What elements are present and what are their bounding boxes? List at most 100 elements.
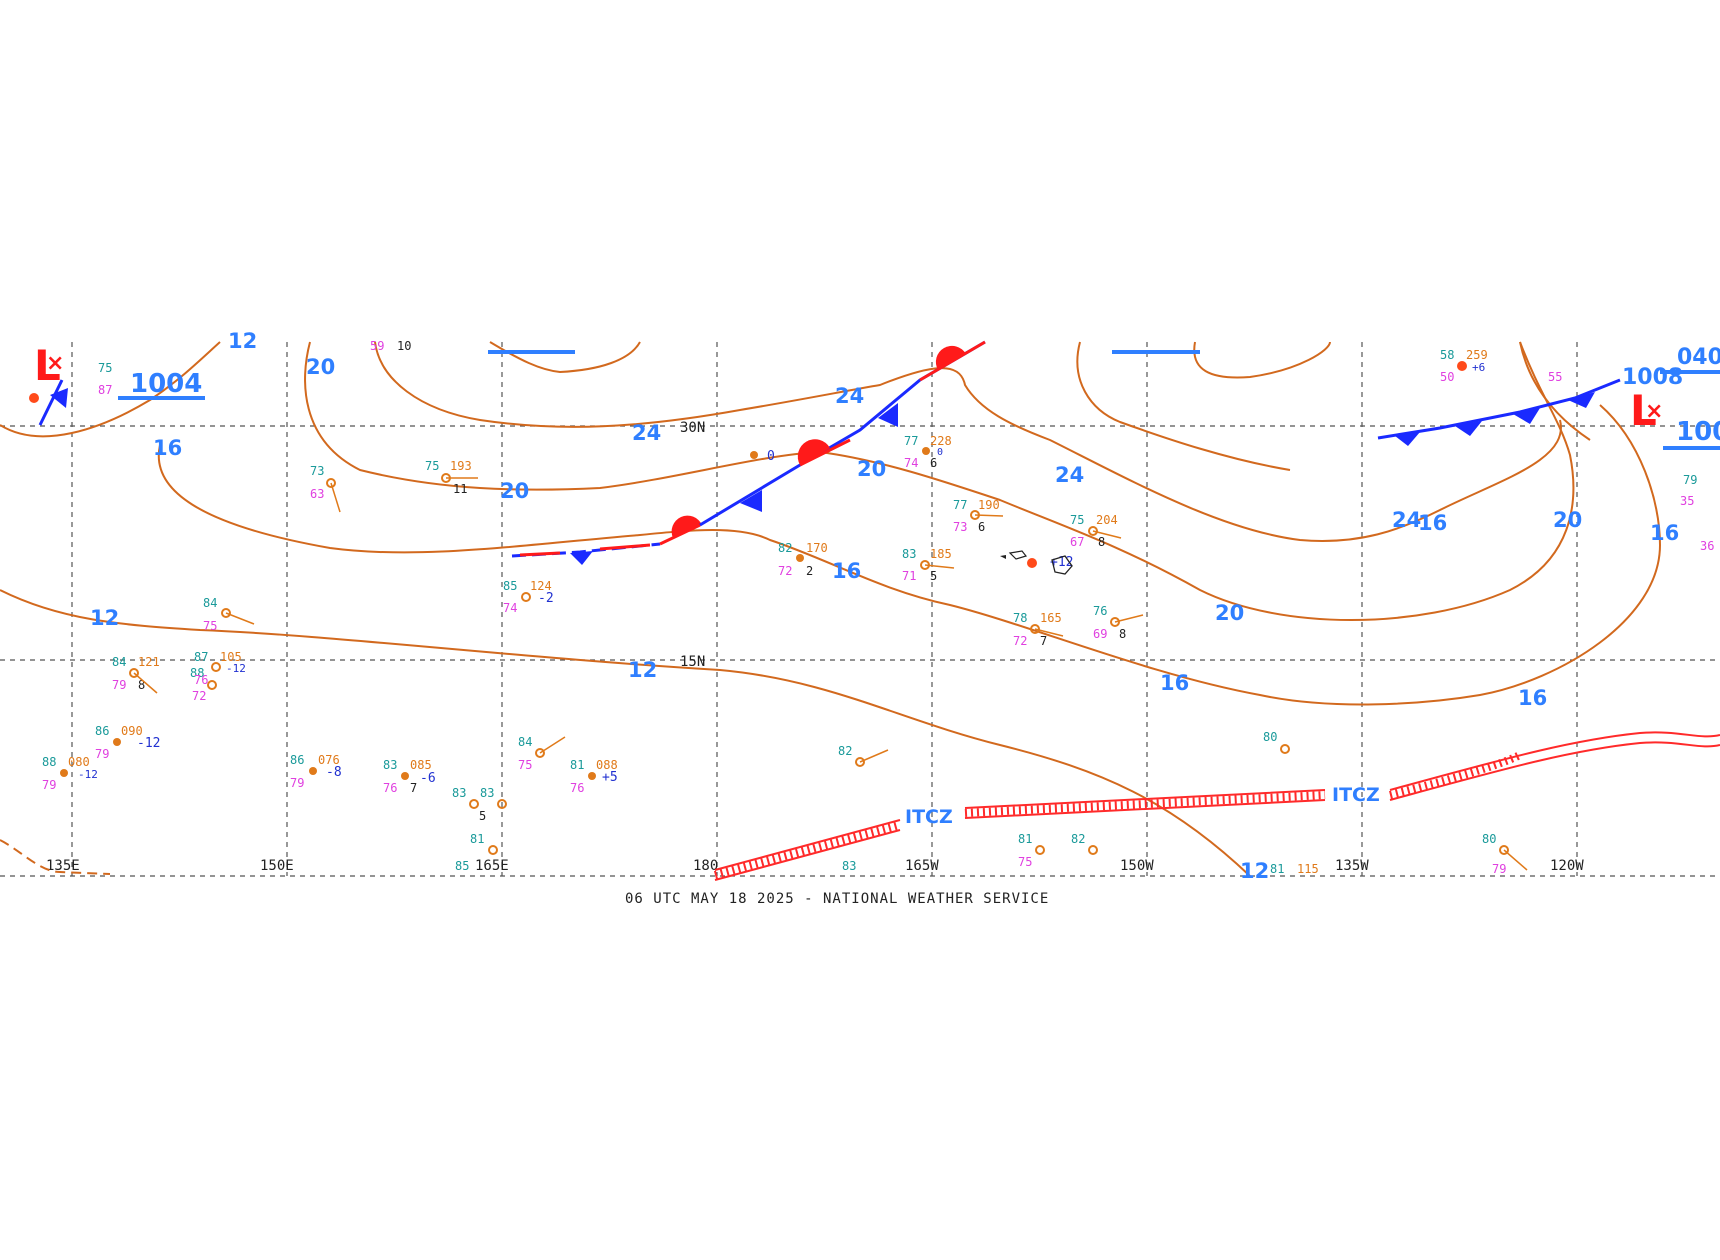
station-observations: 59 10 75 193 11 73 63 77 228 74 6 77 190… <box>29 339 1714 876</box>
obs-pressure: 080 <box>68 755 90 769</box>
wind-barb <box>1092 530 1122 539</box>
obs-dewpoint: 74 <box>904 456 918 470</box>
obs-dewpoint: 59 <box>370 339 384 353</box>
obs-value: 8 <box>1119 627 1126 641</box>
warm-front-bump <box>935 345 966 370</box>
isobar-28-west-high <box>489 341 641 374</box>
obs-temp: 85 <box>503 579 517 593</box>
station-circle <box>113 738 121 746</box>
itcz-band <box>714 819 901 881</box>
wind-barb <box>539 736 566 754</box>
isobars <box>0 341 1662 877</box>
obs-temp: 83 <box>452 786 466 800</box>
isobar-label: 24 <box>632 421 661 445</box>
station-circle <box>1110 617 1120 627</box>
obs-temp: 83 <box>480 786 494 800</box>
isobar-label: 24 <box>1055 463 1084 487</box>
station-circle <box>469 799 479 809</box>
isobar-24-west <box>374 341 1562 542</box>
isobar-label: 16 <box>832 559 861 583</box>
isobar-label: 20 <box>1215 601 1244 625</box>
obs-temp: 83 <box>842 859 856 873</box>
island-outline <box>1000 555 1006 559</box>
obs-temp: 75 <box>1070 513 1084 527</box>
obs-dewpoint: 72 <box>1013 634 1027 648</box>
obs-temp: 86 <box>290 753 304 767</box>
low-x-mark: × <box>1645 399 1663 424</box>
station-circle <box>922 447 930 455</box>
obs-temp: 84 <box>518 735 532 749</box>
cold-front-barb <box>1513 408 1540 424</box>
obs-temp: 58 <box>1440 348 1454 362</box>
wind-barb <box>1503 849 1528 871</box>
longitude-labels: 135E 150E 165E 180 165W 150W 135W 120W <box>46 858 1584 874</box>
obs-dewpoint: 36 <box>1700 539 1714 553</box>
isobar-labels: 12 20 16 24 24 20 20 16 24 24 20 16 16 1… <box>90 329 1679 883</box>
obs-value: 2 <box>806 564 813 578</box>
itcz-band <box>964 791 1326 817</box>
obs-temp: 87 <box>194 650 208 664</box>
wind-barb <box>924 564 955 569</box>
itcz-bands: ITCZ ITCZ <box>713 731 1720 881</box>
isobar-label: 16 <box>153 436 182 460</box>
itcz-label: ITCZ <box>1332 784 1380 806</box>
station-circle <box>1280 744 1290 754</box>
hawaii-islands <box>1000 550 1073 575</box>
warm-front-bump <box>797 439 830 465</box>
central-pressure: 1008 <box>1622 365 1683 390</box>
cold-front-barb <box>1395 432 1420 446</box>
wind-barb <box>133 672 158 694</box>
itcz-band <box>1389 731 1720 801</box>
station-circle <box>588 772 596 780</box>
obs-dewpoint: 72 <box>778 564 792 578</box>
obs-pressure: 190 <box>978 498 1000 512</box>
isobar-label: 12 <box>90 606 119 630</box>
station-circle <box>750 451 758 459</box>
obs-temp: 81 <box>570 758 584 772</box>
obs-dewpoint: 76 <box>194 673 208 687</box>
obs-pressure: 185 <box>930 547 952 561</box>
cold-front-barb <box>1455 421 1482 436</box>
obs-dewpoint: 79 <box>112 678 126 692</box>
obs-value: 6 <box>930 456 937 470</box>
lon-label: 135E <box>46 858 80 874</box>
station-circle <box>488 845 498 855</box>
obs-pressure: 259 <box>1466 348 1488 362</box>
obs-tendency: -12 <box>226 662 246 675</box>
obs-dewpoint: 69 <box>1093 627 1107 641</box>
cold-front-barb <box>878 403 898 427</box>
obs-dewpoint: 75 <box>1018 855 1032 869</box>
obs-temp: 88 <box>190 666 204 680</box>
isobar-12-south <box>0 589 1251 877</box>
station-circle <box>497 799 507 809</box>
obs-temp: 78 <box>1013 611 1027 625</box>
obs-temp: 75 <box>98 361 112 375</box>
isobar-label: 12 <box>628 658 657 682</box>
obs-pressure: 088 <box>596 758 618 772</box>
obs-temp: 73 <box>310 464 324 478</box>
wind-barb <box>859 749 889 763</box>
station-circle <box>129 668 139 678</box>
obs-pressure: 124 <box>530 579 552 593</box>
wind-barb <box>1034 628 1064 637</box>
obs-temp: 81 <box>1018 832 1032 846</box>
station-circle <box>207 680 217 690</box>
obs-pressure: 204 <box>1096 513 1118 527</box>
central-pressure: 040 <box>1677 345 1720 370</box>
obs-dewpoint: 87 <box>98 383 112 397</box>
obs-pressure: 170 <box>806 541 828 555</box>
obs-value: 5 <box>930 569 937 583</box>
obs-pressure: 115 <box>1297 862 1319 876</box>
obs-temp: 77 <box>953 498 967 512</box>
obs-dewpoint: 55 <box>1548 370 1562 384</box>
station-circle <box>1035 845 1045 855</box>
obs-dewpoint: 75 <box>518 758 532 772</box>
obs-tendency: -12 <box>78 768 98 781</box>
obs-temp: 82 <box>838 744 852 758</box>
isobar-16-west <box>157 404 1662 706</box>
obs-temp: 81 <box>1270 862 1284 876</box>
station-circle <box>309 767 317 775</box>
obs-pressure: 105 <box>220 650 242 664</box>
station-circle <box>1030 624 1040 634</box>
wind-barb <box>330 482 341 513</box>
